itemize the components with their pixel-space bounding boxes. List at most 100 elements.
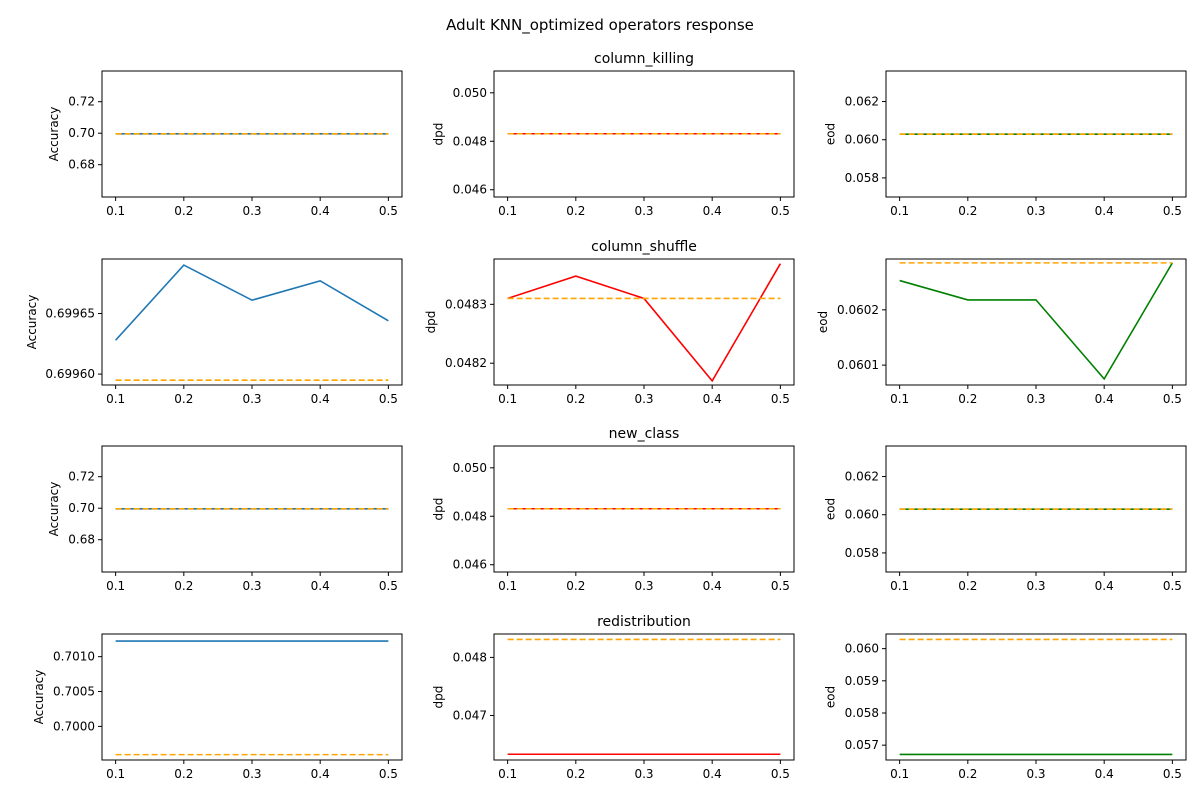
subplot-3-1: 0.1 0.2 0.3 0.4 0.5 0.047 0.048 dpd redistributi…	[432, 614, 795, 781]
x-tick-label: 0.2	[566, 204, 585, 218]
y-tick-label: 0.048	[453, 134, 487, 148]
y-tick-label: 0.046	[453, 183, 487, 197]
x-tick-label: 0.2	[958, 767, 977, 781]
subplot-title: redistribution	[597, 614, 691, 630]
x-tick-label: 0.1	[106, 204, 125, 218]
subplot-2-0: 0.1 0.2 0.3 0.4 0.5 0.68 0.70 0.72 Accuracy	[47, 445, 403, 593]
y-tick-label: 0.062	[845, 95, 879, 109]
plot-frame	[885, 258, 1187, 386]
y-tick-label: 0.7005	[53, 685, 95, 699]
y-tick-label: 0.72	[68, 470, 95, 484]
y-tick-label: 0.0602	[837, 303, 879, 317]
x-tick-label: 0.3	[634, 767, 653, 781]
x-tick-label: 0.4	[703, 392, 722, 406]
x-tick-label: 0.2	[566, 392, 585, 406]
x-tick-label: 0.5	[1163, 204, 1182, 218]
y-tick-label: 0.7010	[53, 650, 95, 664]
subplot-0-1: 0.1 0.2 0.3 0.4 0.5 0.046 0.048 0.050 dpd column_…	[432, 51, 795, 218]
y-tick-label: 0.060	[845, 642, 879, 656]
x-tick-label: 0.3	[242, 767, 261, 781]
x-tick-label: 0.3	[634, 392, 653, 406]
y-tick-label: 0.0601	[837, 358, 879, 372]
x-tick-label: 0.5	[1163, 392, 1182, 406]
y-tick-label: 0.058	[845, 546, 879, 560]
x-tick-label: 0.1	[890, 579, 909, 593]
x-tick-label: 0.1	[498, 204, 517, 218]
subplot-2-1: 0.1 0.2 0.3 0.4 0.5 0.046 0.048 0.050 dpd new_cla…	[432, 426, 795, 593]
subplot-3-0: 0.1 0.2 0.3 0.4 0.5 0.7000 0.7005 0.7010 Accurac…	[32, 633, 403, 781]
subplot-1-2: 0.1 0.2 0.3 0.4 0.5 0.0601 0.0602 eod	[816, 258, 1187, 406]
x-tick-label: 0.5	[1163, 579, 1182, 593]
x-tick-label: 0.3	[634, 579, 653, 593]
y-tick-label: 0.046	[453, 558, 487, 572]
x-tick-label: 0.1	[498, 767, 517, 781]
x-tick-label: 0.1	[106, 392, 125, 406]
x-tick-label: 0.4	[703, 204, 722, 218]
x-tick-label: 0.1	[498, 579, 517, 593]
y-tick-label: 0.7000	[53, 719, 95, 733]
x-tick-label: 0.3	[1026, 767, 1045, 781]
x-tick-label: 0.4	[311, 579, 330, 593]
y-axis-label: dpd	[432, 123, 446, 146]
x-tick-label: 0.4	[1095, 767, 1114, 781]
y-tick-label: 0.70	[68, 501, 95, 515]
x-tick-label: 0.4	[1095, 204, 1114, 218]
y-tick-label: 0.057	[845, 738, 879, 752]
x-tick-label: 0.5	[379, 579, 398, 593]
y-axis-label: dpd	[432, 498, 446, 521]
x-tick-label: 0.5	[379, 204, 398, 218]
x-tick-label: 0.2	[174, 767, 193, 781]
y-tick-label: 0.047	[453, 708, 487, 722]
y-axis-label: dpd	[432, 686, 446, 709]
x-tick-label: 0.5	[771, 579, 790, 593]
x-tick-label: 0.4	[311, 767, 330, 781]
x-tick-label: 0.5	[771, 767, 790, 781]
y-tick-label: 0.68	[68, 158, 95, 172]
y-tick-label: 0.058	[845, 171, 879, 185]
x-tick-label: 0.3	[242, 579, 261, 593]
x-tick-label: 0.2	[174, 204, 193, 218]
subplot-1-0: 0.1 0.2 0.3 0.4 0.5 0.69960 0.69965 Accuracy	[25, 258, 403, 406]
y-tick-label: 0.72	[68, 95, 95, 109]
x-tick-label: 0.4	[703, 579, 722, 593]
y-axis-label: Accuracy	[47, 107, 61, 162]
subplot-title: new_class	[609, 426, 680, 442]
y-axis-label: Accuracy	[47, 482, 61, 537]
x-tick-label: 0.5	[771, 392, 790, 406]
y-tick-label: 0.69960	[45, 367, 95, 381]
x-tick-label: 0.1	[106, 579, 125, 593]
series-line-accuracy	[115, 264, 389, 341]
y-axis-label: eod	[824, 498, 838, 520]
x-tick-label: 0.3	[242, 204, 261, 218]
y-axis-label: dpd	[424, 311, 438, 334]
subplot-title: column_shuffle	[591, 239, 697, 255]
x-tick-label: 0.1	[106, 767, 125, 781]
plot-frame	[101, 258, 403, 386]
y-axis-label: eod	[824, 123, 838, 145]
subplot-1-1: 0.1 0.2 0.3 0.4 0.5 0.0482 0.0483 dpd column_shu…	[424, 239, 795, 406]
plot-frame	[885, 633, 1187, 761]
x-tick-label: 0.4	[311, 204, 330, 218]
subplot-title: column_killing	[594, 51, 694, 67]
plot-frame	[101, 633, 403, 761]
subplot-0-0: 0.1 0.2 0.3 0.4 0.5 0.68 0.70 0.72 Accuracy	[47, 70, 403, 218]
y-tick-label: 0.048	[453, 650, 487, 664]
x-tick-label: 0.2	[174, 392, 193, 406]
x-tick-label: 0.2	[566, 579, 585, 593]
y-tick-label: 0.68	[68, 533, 95, 547]
x-tick-label: 0.4	[1095, 392, 1114, 406]
x-tick-label: 0.3	[1026, 204, 1045, 218]
y-tick-label: 0.0482	[445, 356, 487, 370]
y-tick-label: 0.70	[68, 126, 95, 140]
y-tick-label: 0.050	[453, 461, 487, 475]
plot-frame	[493, 258, 795, 386]
x-tick-label: 0.1	[498, 392, 517, 406]
y-tick-label: 0.050	[453, 86, 487, 100]
plot-frame	[493, 633, 795, 761]
y-tick-label: 0.0483	[445, 297, 487, 311]
x-tick-label: 0.4	[703, 767, 722, 781]
x-tick-label: 0.3	[242, 392, 261, 406]
series-line-eod	[899, 262, 1174, 381]
